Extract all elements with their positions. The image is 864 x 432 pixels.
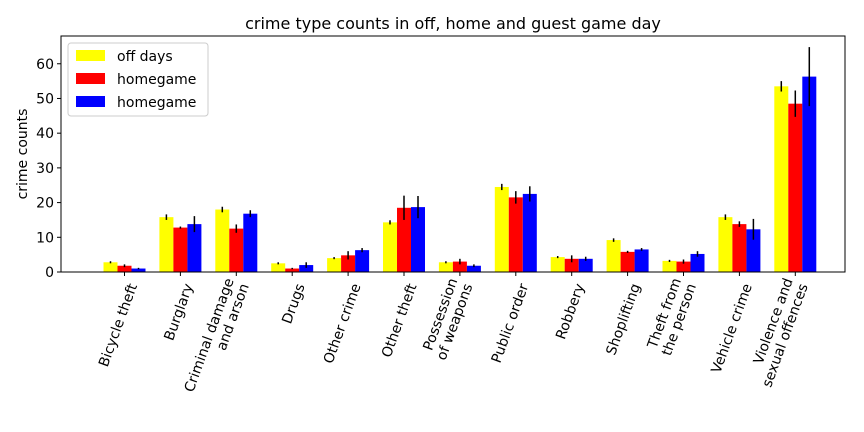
y-tick-label: 60 <box>36 57 54 73</box>
x-tick-label-line: Other crime <box>321 282 365 366</box>
bar <box>117 265 132 272</box>
bar <box>215 209 230 272</box>
bar <box>452 261 467 272</box>
bar <box>173 227 188 272</box>
bar <box>243 213 258 272</box>
bar <box>802 76 817 272</box>
bar <box>285 268 300 272</box>
bar <box>383 222 397 272</box>
x-tick-label-line: Shoplifting <box>603 282 644 358</box>
legend-swatch <box>76 96 105 107</box>
bar <box>634 249 649 272</box>
bar <box>732 224 747 272</box>
bar <box>397 207 411 272</box>
bar <box>746 229 761 272</box>
x-tick-label: Bicycle theft <box>96 281 141 369</box>
x-tick-label-line: Public order <box>489 281 533 365</box>
bar <box>229 228 244 272</box>
x-tick-label-line: Drugs <box>279 282 308 327</box>
bar <box>131 268 146 272</box>
bar <box>187 224 202 272</box>
y-tick-label: 40 <box>36 126 54 142</box>
bar <box>103 262 118 272</box>
legend-label: homegame <box>117 72 196 88</box>
x-tick-label-line: Other theft <box>379 281 421 360</box>
bar <box>494 186 509 272</box>
bar <box>662 260 677 272</box>
error-bars-layer <box>109 47 811 270</box>
x-tick-label: Shoplifting <box>603 282 644 358</box>
x-tick-label: Other crime <box>321 282 365 366</box>
chart-title: crime type counts in off, home and guest… <box>245 14 661 33</box>
legend-swatch <box>76 73 105 84</box>
bar <box>508 197 523 272</box>
bar <box>411 207 425 272</box>
x-tick-label: Vehicle crime <box>709 282 756 376</box>
legend: off days homegame homegame <box>67 42 209 117</box>
bar <box>690 253 705 272</box>
plot-frame <box>60 35 846 273</box>
bar <box>564 258 579 272</box>
y-tick-label: 0 <box>45 265 54 281</box>
x-tick-label: Possessionof weapons <box>419 276 477 362</box>
bar <box>606 240 621 272</box>
y-tick-label: 10 <box>36 230 54 246</box>
bar <box>466 265 481 272</box>
x-tick-label: Robbery <box>553 282 588 342</box>
y-tick-label: 30 <box>36 161 54 177</box>
bar <box>341 255 356 272</box>
y-tick-label: 50 <box>36 91 54 107</box>
bar <box>550 257 565 272</box>
x-tick-label: Other theft <box>379 281 421 360</box>
x-tick-label-line: Bicycle theft <box>96 281 141 369</box>
x-tick-label: Drugs <box>279 282 308 327</box>
x-tick-label-line: Vehicle crime <box>709 282 756 376</box>
bar <box>522 193 537 272</box>
bar <box>788 103 803 273</box>
bar <box>159 217 174 272</box>
x-tick-label: Burglary <box>162 282 197 343</box>
bar <box>355 250 370 272</box>
x-tick-label: Theft fromthe person <box>644 276 700 358</box>
legend-swatch <box>76 50 105 61</box>
bar <box>718 217 733 272</box>
bar <box>578 258 593 272</box>
y-axis: 0 10 20 30 40 50 60 <box>36 57 61 281</box>
legend-label: homegame <box>117 95 196 111</box>
bar <box>271 263 286 272</box>
bar <box>299 265 314 272</box>
bar <box>676 261 691 272</box>
x-tick-label-line: Robbery <box>553 282 588 342</box>
x-tick-label: Public order <box>489 281 533 365</box>
y-axis-label: crime counts <box>15 109 31 200</box>
legend-label: off days <box>117 49 173 65</box>
bar <box>438 262 453 272</box>
bars-layer <box>103 76 817 273</box>
bar <box>774 86 789 272</box>
y-tick-label: 20 <box>36 196 54 212</box>
x-tick-label-line: Burglary <box>162 282 197 343</box>
x-tick-label: Violence andsexual offences <box>744 276 811 389</box>
bar <box>620 251 635 272</box>
bar <box>327 258 342 272</box>
